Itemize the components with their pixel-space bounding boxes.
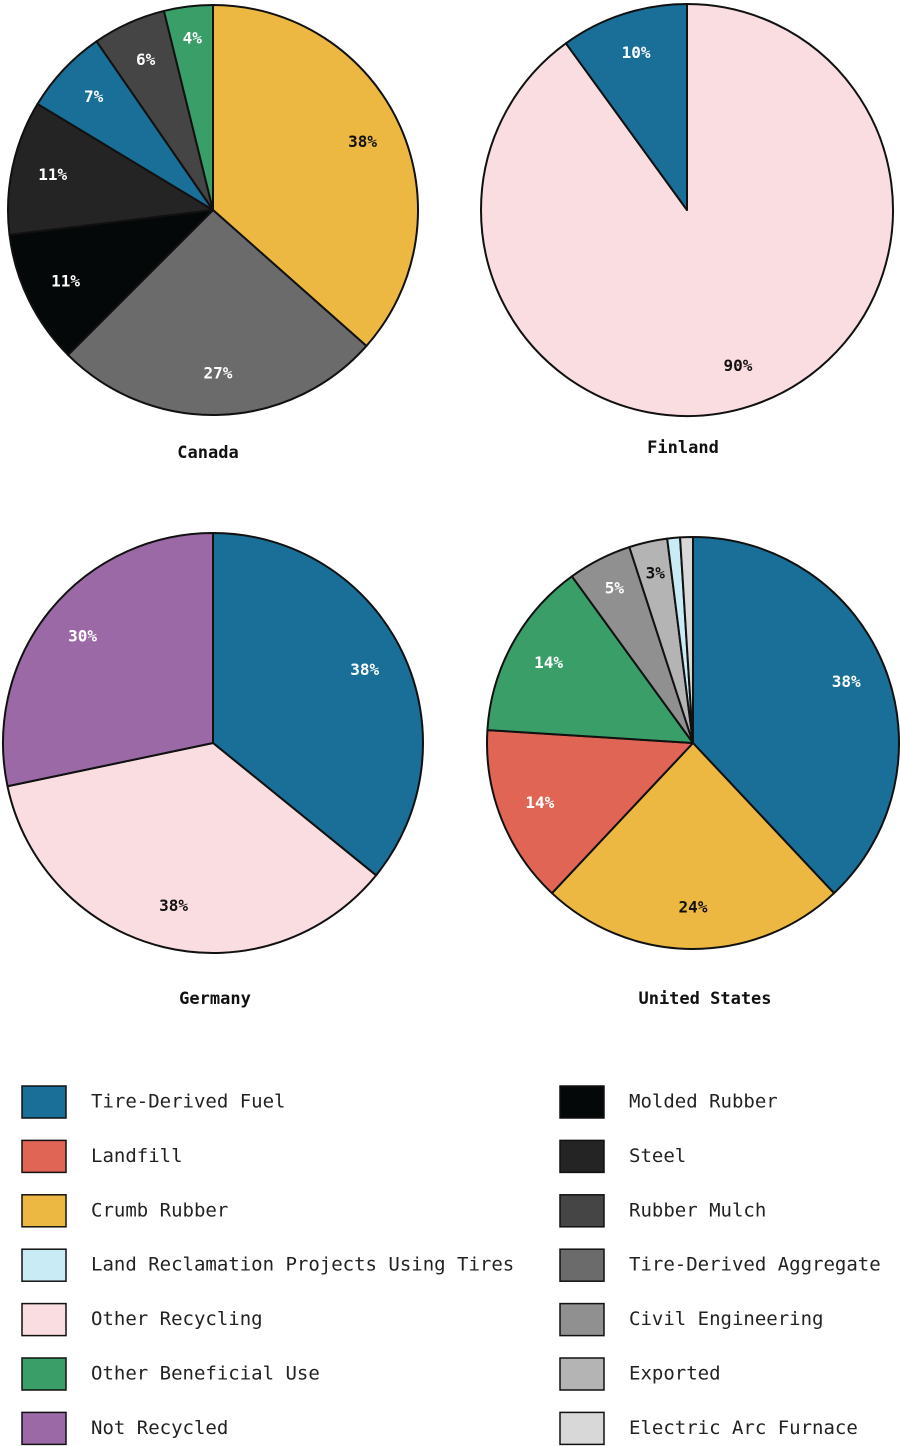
legend-swatch xyxy=(559,1357,605,1391)
value-label: 38% xyxy=(350,660,379,679)
value-label: 38% xyxy=(348,132,377,151)
legend-swatch xyxy=(21,1357,67,1391)
value-label: 6% xyxy=(136,50,156,69)
legend-swatch xyxy=(21,1302,67,1337)
legend-swatch xyxy=(559,1139,605,1174)
pie-slice xyxy=(162,4,214,211)
legend-swatch xyxy=(559,1302,605,1337)
value-label: 10% xyxy=(622,43,651,62)
pie-slice xyxy=(67,209,368,416)
legend-label: Land Reclamation Projects Using Tires xyxy=(91,1254,514,1276)
legend-label: Other Recycling xyxy=(91,1308,263,1330)
pie-slice xyxy=(486,575,694,744)
value-label: 11% xyxy=(51,271,80,290)
value-label: 14% xyxy=(525,793,554,812)
legend-label: Tire-Derived Fuel xyxy=(91,1091,285,1113)
value-label: 5% xyxy=(605,578,625,597)
pie-slice xyxy=(212,4,419,347)
legend-swatch xyxy=(21,1411,67,1446)
legend-swatch xyxy=(21,1248,67,1282)
value-label: 11% xyxy=(38,165,67,184)
pie-slice xyxy=(679,535,694,744)
pie-title: Germany xyxy=(179,989,251,1009)
value-label: 3% xyxy=(646,564,666,583)
pie-slice xyxy=(564,3,688,211)
pie-slice xyxy=(486,729,694,895)
value-label: 90% xyxy=(723,356,752,375)
legend-label: Not Recycled xyxy=(91,1417,228,1439)
legend-swatch xyxy=(21,1194,67,1228)
legend-swatch xyxy=(21,1139,67,1174)
legend-label: Exported xyxy=(629,1363,721,1385)
legend-label: Crumb Rubber xyxy=(91,1199,228,1221)
pie-slice xyxy=(692,536,900,895)
pie-title: Finland xyxy=(647,438,719,458)
legend-label: Electric Arc Furnace xyxy=(629,1417,858,1439)
legend-swatch xyxy=(559,1194,605,1228)
pie-slice xyxy=(7,102,214,236)
legend-label: Civil Engineering xyxy=(629,1308,823,1330)
value-label: 14% xyxy=(534,653,563,672)
pie-slice xyxy=(212,532,424,877)
value-label: 38% xyxy=(832,672,861,691)
pie-title: Canada xyxy=(177,443,238,463)
value-label: 38% xyxy=(159,896,188,915)
legend-label: Landfill xyxy=(91,1145,183,1167)
value-label: 7% xyxy=(84,87,104,106)
value-label: 4% xyxy=(183,29,203,48)
legend-label: Other Beneficial Use xyxy=(91,1363,320,1385)
pie-slice xyxy=(6,742,378,954)
legend-label: Molded Rubber xyxy=(629,1091,778,1113)
pie-slice xyxy=(8,209,214,356)
legend-swatch xyxy=(559,1411,605,1446)
pie-slice xyxy=(2,532,214,788)
legend-label: Rubber Mulch xyxy=(629,1199,766,1221)
legend-swatch xyxy=(21,1085,67,1119)
legend-swatch xyxy=(559,1085,605,1119)
legend-label: Tire-Derived Aggregate xyxy=(629,1254,881,1276)
value-label: 27% xyxy=(204,363,233,382)
legend-swatch xyxy=(559,1248,605,1282)
value-label: 24% xyxy=(679,897,708,916)
legend-label: Steel xyxy=(629,1145,686,1167)
value-label: 30% xyxy=(68,627,97,646)
pie-title: United States xyxy=(638,989,771,1009)
pie-slice xyxy=(550,742,836,951)
